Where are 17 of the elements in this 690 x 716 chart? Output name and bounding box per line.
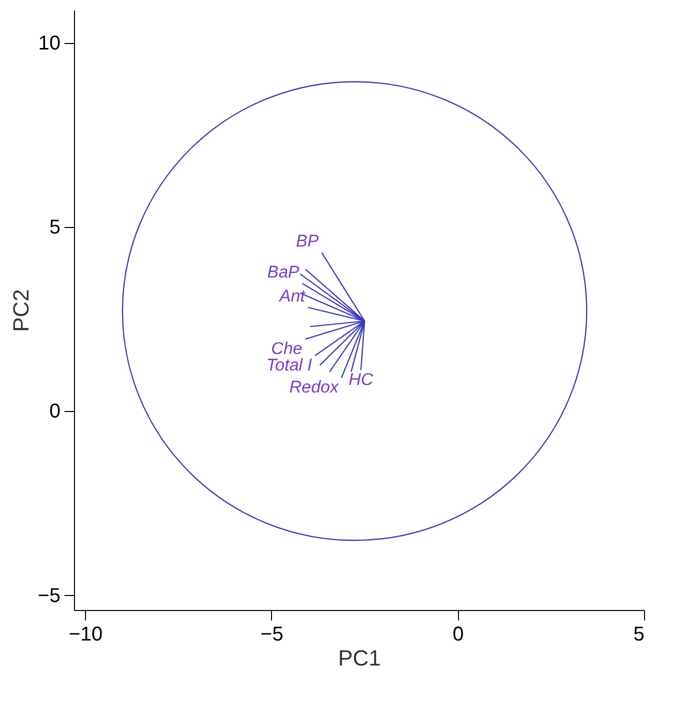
series-label: Total I bbox=[266, 356, 312, 375]
series-label: BP bbox=[296, 232, 320, 251]
series-label: Redox bbox=[289, 378, 339, 397]
y-tick-label: −5 bbox=[38, 584, 60, 607]
y-tick-label: 10 bbox=[38, 32, 60, 55]
series-label: Che bbox=[271, 339, 302, 358]
y-tick-label: 5 bbox=[49, 216, 60, 239]
series-label: BaP bbox=[267, 262, 300, 282]
x-tick-label: −5 bbox=[260, 624, 284, 646]
series-label: Ant bbox=[278, 286, 306, 306]
x-tick-label: 0 bbox=[452, 624, 464, 646]
x-tick-label: −10 bbox=[68, 624, 103, 646]
x-axis-title: PC1 bbox=[338, 646, 381, 670]
x-tick-label: 5 bbox=[633, 624, 644, 646]
y-axis-title: PC2 bbox=[8, 289, 34, 332]
y-tick-label: 0 bbox=[49, 400, 60, 423]
series-label: HC bbox=[348, 370, 374, 389]
